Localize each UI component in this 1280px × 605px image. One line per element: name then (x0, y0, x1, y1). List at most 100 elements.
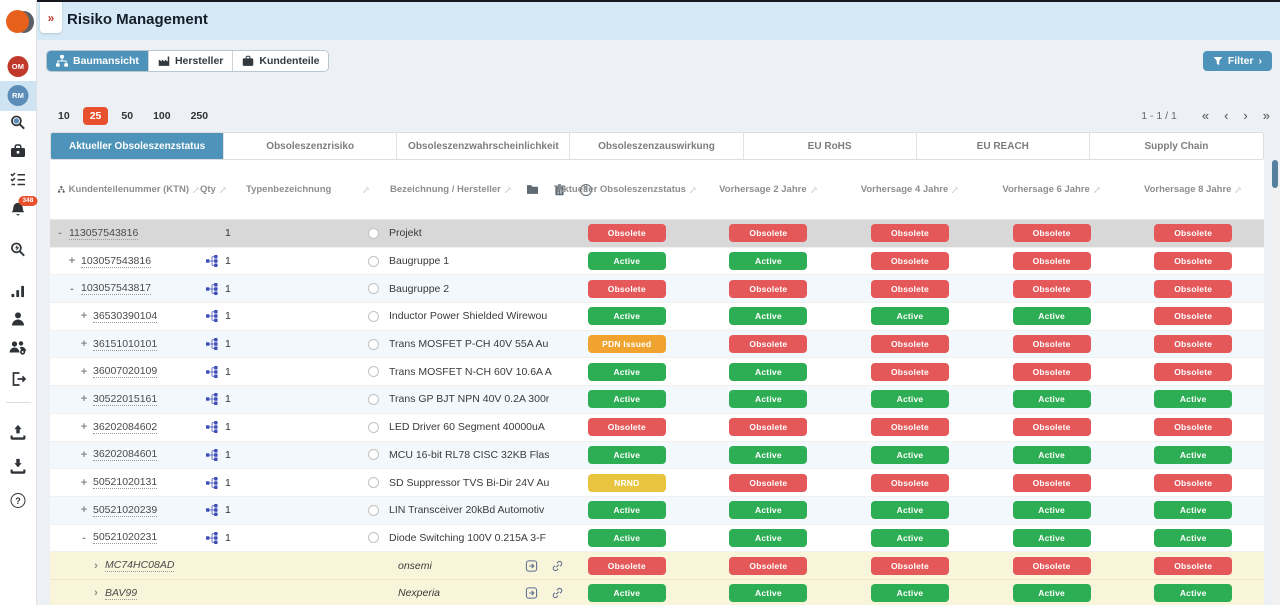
page-size-10[interactable]: 10 (51, 107, 77, 125)
part-number-link[interactable]: BAV99 (105, 587, 137, 600)
header-vorhersage-6-jahre[interactable]: Vorhersage 6 Jahre (981, 184, 1123, 195)
where-used-sitemap-icon[interactable] (200, 310, 218, 322)
upload-icon[interactable] (10, 424, 27, 441)
part-number-link[interactable]: MC74HC08AD (105, 559, 174, 572)
where-used-sitemap-icon[interactable] (200, 449, 218, 461)
row-select-radio[interactable] (368, 256, 379, 267)
part-number-link[interactable]: 36007020109 (93, 365, 157, 378)
where-used-sitemap-icon[interactable] (200, 255, 218, 267)
where-used-sitemap-icon[interactable] (200, 338, 218, 350)
page-size-100[interactable]: 100 (146, 107, 178, 125)
part-number-link[interactable]: 30522015161 (93, 393, 157, 406)
expand-icon[interactable]: + (78, 310, 90, 322)
header-typenbezeichnung[interactable]: Typenbezeichnung (246, 184, 366, 195)
datasheet-icon[interactable] (525, 587, 538, 599)
expand-icon[interactable]: + (78, 338, 90, 350)
scrollbar-thumb[interactable] (1272, 160, 1278, 188)
row-select-radio[interactable] (368, 422, 379, 433)
expand-icon[interactable]: + (78, 504, 90, 516)
part-number-link[interactable]: 36202084602 (93, 421, 157, 434)
part-number-link[interactable]: 103057543816 (81, 255, 151, 268)
help-icon[interactable]: ? (11, 493, 26, 508)
row-select-radio[interactable] (368, 477, 379, 488)
prev-page-icon[interactable]: ‹ (1224, 109, 1228, 122)
header-vorhersage-4-jahre[interactable]: Vorhersage 4 Jahre (839, 184, 981, 195)
part-number-link[interactable]: 50521020131 (93, 476, 157, 489)
tab-aktueller-obsoleszenzstatus[interactable]: Aktueller Obsoleszenzstatus (51, 133, 224, 159)
row-select-radio[interactable] (368, 394, 379, 405)
statistics-icon[interactable] (11, 284, 26, 299)
expand-icon[interactable]: + (66, 255, 78, 267)
download-icon[interactable] (10, 458, 27, 475)
part-number-link[interactable]: 36202084601 (93, 448, 157, 461)
view-tab-baumansicht[interactable]: Baumansicht (47, 51, 149, 71)
part-number-link[interactable]: 50521020231 (93, 531, 157, 544)
part-number-link[interactable]: 50521020239 (93, 504, 157, 517)
header-qty[interactable]: Qty (200, 184, 246, 195)
folder-icon[interactable] (526, 184, 539, 195)
row-select-radio[interactable] (368, 339, 379, 350)
vertical-scrollbar[interactable] (1271, 160, 1279, 605)
where-used-sitemap-icon[interactable] (200, 393, 218, 405)
collapse-icon[interactable]: - (66, 283, 78, 295)
tab-eu-rohs[interactable]: EU RoHS (744, 133, 917, 159)
header-ktn[interactable]: Kundenteilenummer (KTN) (50, 184, 200, 195)
header-aktueller-obsoleszenzstatus[interactable]: Aktueller Obsoleszenzstatus (556, 184, 698, 195)
row-select-radio[interactable] (368, 532, 379, 543)
where-used-sitemap-icon[interactable] (200, 366, 218, 378)
row-select-radio[interactable] (368, 311, 379, 322)
where-used-sitemap-icon[interactable] (200, 477, 218, 489)
expand-icon[interactable]: + (78, 449, 90, 461)
view-tab-hersteller[interactable]: Hersteller (149, 51, 233, 71)
row-select-radio[interactable] (368, 366, 379, 377)
rm-search-icon[interactable] (10, 114, 27, 131)
row-select-radio[interactable] (368, 505, 379, 516)
row-select-radio[interactable] (368, 228, 379, 239)
tab-eu-reach[interactable]: EU REACH (917, 133, 1090, 159)
header-bezeichnung-hersteller[interactable]: Bezeichnung / Hersteller ! (366, 184, 556, 196)
tab-obsoleszenzwahrscheinlichkeit[interactable]: Obsoleszenzwahrscheinlichkeit (397, 133, 570, 159)
page-size-250[interactable]: 250 (184, 107, 216, 125)
where-used-sitemap-icon[interactable] (200, 532, 218, 544)
tab-obsoleszenzrisiko[interactable]: Obsoleszenzrisiko (224, 133, 397, 159)
tab-supply-chain[interactable]: Supply Chain (1090, 133, 1263, 159)
row-select-radio[interactable] (368, 449, 379, 460)
last-page-icon[interactable]: » (1263, 109, 1270, 122)
page-size-50[interactable]: 50 (114, 107, 140, 125)
header-vorhersage-2-jahre[interactable]: Vorhersage 2 Jahre (698, 184, 840, 195)
sidebar-item-om-module[interactable]: OM (8, 56, 29, 77)
checklist-icon[interactable] (10, 171, 27, 187)
tab-obsoleszenzauswirkung[interactable]: Obsoleszenzauswirkung (570, 133, 743, 159)
datasheet-icon[interactable] (525, 560, 538, 572)
chevron-right-icon[interactable]: › (90, 587, 102, 599)
collapse-icon[interactable]: - (78, 532, 90, 544)
filter-button[interactable]: Filter › (1203, 51, 1272, 71)
part-number-link[interactable]: 36151010101 (93, 338, 157, 351)
view-tab-kundenteile[interactable]: Kundenteile (233, 51, 328, 71)
expand-icon[interactable]: + (78, 366, 90, 378)
notifications-bell-icon[interactable]: 348 (10, 201, 27, 218)
first-page-icon[interactable]: « (1202, 109, 1209, 122)
part-number-link[interactable]: 113057543816 (69, 227, 138, 240)
where-used-sitemap-icon[interactable] (200, 504, 218, 516)
sidebar-collapse-toggle[interactable]: » (40, 2, 62, 33)
expand-icon[interactable]: + (78, 421, 90, 433)
part-search-icon[interactable] (10, 241, 27, 258)
expand-icon[interactable]: + (78, 477, 90, 489)
toolbox-icon[interactable] (10, 143, 27, 159)
logout-icon[interactable] (10, 371, 26, 387)
row-select-radio[interactable] (368, 283, 379, 294)
next-page-icon[interactable]: › (1243, 109, 1247, 122)
where-used-sitemap-icon[interactable] (200, 421, 218, 433)
sidebar-item-rm-module[interactable]: RM (8, 85, 29, 106)
part-number-link[interactable]: 103057543817 (81, 282, 151, 295)
expand-icon[interactable]: + (78, 393, 90, 405)
chevron-right-icon[interactable]: › (90, 560, 102, 572)
part-number-link[interactable]: 36530390104 (93, 310, 157, 323)
header-vorhersage-8-jahre[interactable]: Vorhersage 8 Jahre (1122, 184, 1264, 195)
collapse-icon[interactable]: - (54, 227, 66, 239)
user-management-icon[interactable] (9, 340, 27, 355)
where-used-sitemap-icon[interactable] (200, 283, 218, 295)
user-icon[interactable] (10, 311, 26, 327)
page-size-25[interactable]: 25 (83, 107, 109, 125)
